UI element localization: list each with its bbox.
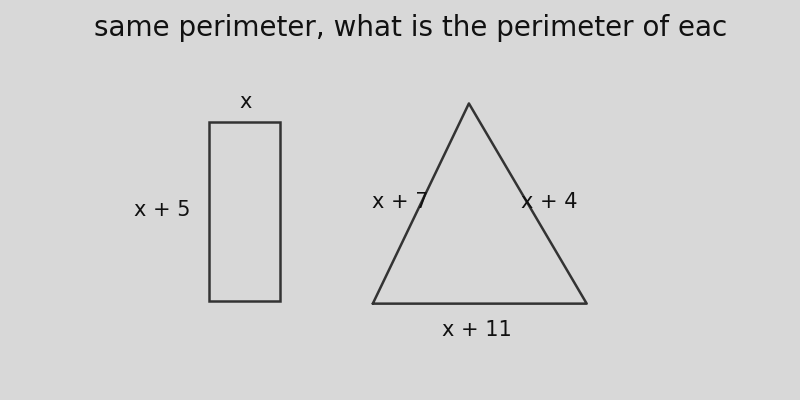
Text: x + 4: x + 4 (522, 192, 578, 212)
Bar (209, 122, 280, 300)
Text: x + 11: x + 11 (442, 320, 512, 340)
Text: x + 7: x + 7 (373, 192, 429, 212)
Text: x + 5: x + 5 (134, 200, 190, 220)
Text: same perimeter, what is the perimeter of eac: same perimeter, what is the perimeter of… (94, 14, 727, 42)
Text: x: x (239, 92, 251, 112)
